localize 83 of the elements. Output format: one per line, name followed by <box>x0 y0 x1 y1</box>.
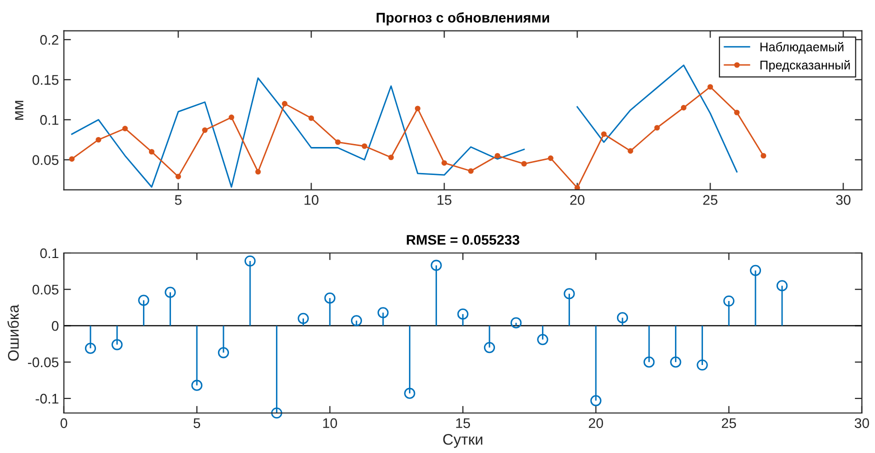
point <box>378 307 389 318</box>
point <box>255 169 261 175</box>
x-tick-label: 30 <box>854 418 870 428</box>
point <box>404 388 416 399</box>
point <box>696 359 708 371</box>
point <box>494 152 500 159</box>
x-tick-label: 5 <box>174 195 182 205</box>
point <box>644 356 655 368</box>
point <box>750 264 762 276</box>
y-axis-title: Ошибка <box>7 304 19 361</box>
point <box>84 342 96 354</box>
x-tick-label: 5 <box>194 418 200 428</box>
point <box>175 174 182 180</box>
point <box>601 131 607 137</box>
point <box>298 312 309 324</box>
point <box>308 115 314 121</box>
point <box>388 154 394 160</box>
x-tick-label: 25 <box>703 195 718 205</box>
point <box>324 292 336 304</box>
point <box>271 407 282 419</box>
point <box>776 280 788 292</box>
point <box>112 339 123 350</box>
y-tick-label: 0 <box>52 321 58 331</box>
point <box>191 380 202 391</box>
chart-title: RMSE = 0.055233 <box>406 234 520 245</box>
point <box>707 84 714 90</box>
y-tick-label: 0.05 <box>32 155 58 165</box>
point <box>218 347 230 358</box>
x-tick-label: 15 <box>456 418 470 428</box>
point <box>202 127 208 133</box>
point <box>616 312 628 324</box>
point <box>122 126 128 132</box>
x-tick-label: 0 <box>60 418 68 428</box>
legend-label: Предсказанный <box>760 60 850 72</box>
y-tick-label: -0.05 <box>28 357 58 368</box>
point <box>69 156 75 162</box>
point <box>574 185 580 190</box>
point <box>228 114 234 120</box>
point <box>441 160 448 166</box>
point <box>96 136 102 143</box>
x-tick-label: 25 <box>722 418 736 428</box>
point <box>138 294 150 306</box>
y-axis-title: мм <box>15 100 24 120</box>
y-tick-label: 0.1 <box>40 115 58 125</box>
point <box>548 155 554 161</box>
x-tick-label: 30 <box>836 195 850 205</box>
x-tick-label: 20 <box>588 418 604 428</box>
x-tick-label: 15 <box>438 195 452 205</box>
point <box>335 139 341 145</box>
y-tick-label: 0.2 <box>40 34 58 45</box>
point <box>244 255 256 267</box>
x-tick-label: 10 <box>304 195 318 205</box>
point <box>734 110 740 116</box>
point <box>510 317 522 328</box>
x-tick-label: 20 <box>570 195 584 205</box>
point <box>537 334 548 346</box>
point <box>414 106 420 112</box>
point <box>457 308 468 320</box>
point <box>521 160 527 167</box>
chart-title: Прогноз с обновлениями <box>376 12 550 26</box>
point <box>484 342 496 354</box>
point <box>362 143 368 149</box>
y-tick-label: -0.1 <box>36 394 58 404</box>
point <box>680 104 686 110</box>
point <box>670 356 682 368</box>
y-tick-label: 0.15 <box>32 75 58 85</box>
legend-label: Наблюдаемый <box>760 42 844 54</box>
point <box>148 148 154 155</box>
point <box>282 100 288 106</box>
point <box>350 315 362 326</box>
point <box>564 288 575 300</box>
point <box>468 168 474 174</box>
point <box>760 152 766 159</box>
point <box>723 295 734 307</box>
x-tick-label: 10 <box>323 418 338 428</box>
y-tick-label: 0.05 <box>32 284 58 295</box>
point <box>164 286 176 298</box>
point <box>654 124 660 131</box>
x-axis-title: Сутки <box>443 434 482 448</box>
point <box>430 260 442 271</box>
y-tick-label: 0.1 <box>40 248 58 258</box>
point <box>590 395 602 406</box>
point <box>628 148 634 154</box>
